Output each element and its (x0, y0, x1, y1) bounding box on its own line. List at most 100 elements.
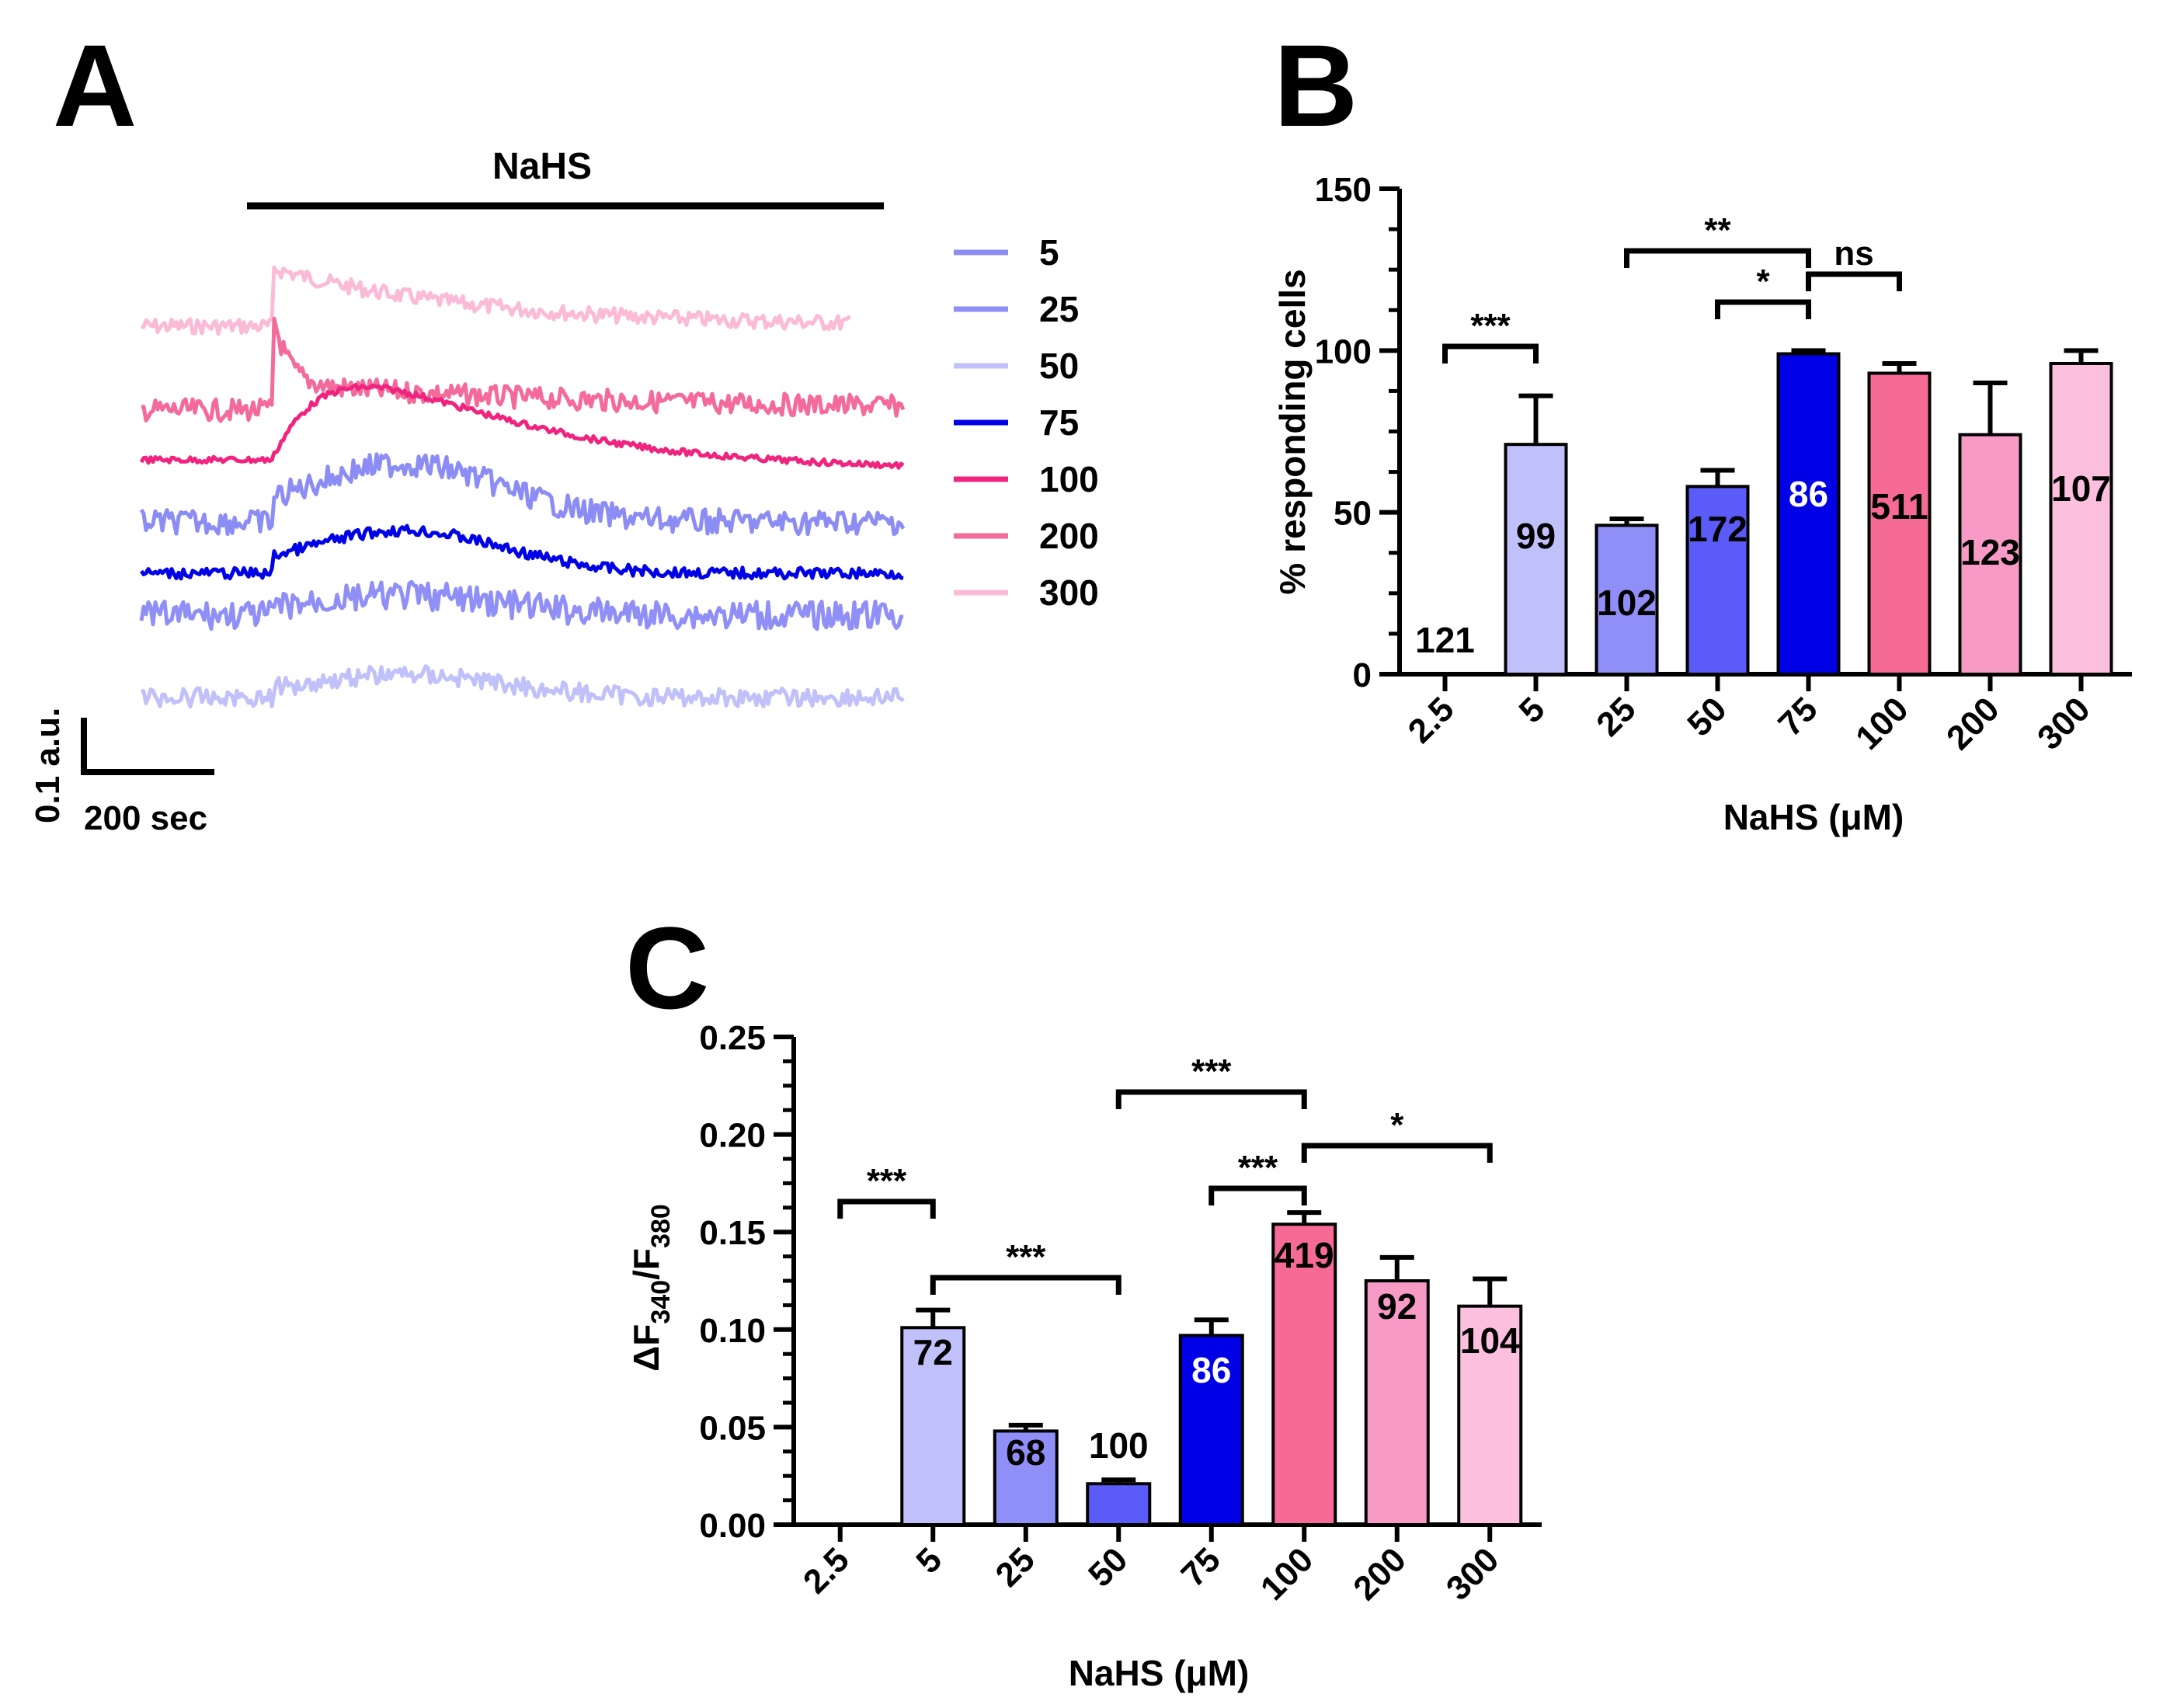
significance-label: *** (1006, 1238, 1046, 1276)
bar-n-label: 100 (1089, 1425, 1149, 1466)
legend-label: 75 (1039, 402, 1079, 443)
x-tick-label: 5 (909, 1540, 949, 1581)
bar-n-label: 99 (1516, 516, 1556, 556)
y-tick-label: 0 (1353, 656, 1372, 694)
bar-n-label: 102 (1597, 583, 1657, 623)
significance-bracket (1624, 248, 1811, 268)
x-tick-label: 200 (1346, 1540, 1414, 1608)
legend-label: 100 (1039, 459, 1099, 499)
panel-letter-b: B (1274, 20, 1358, 151)
bar-n-label: 107 (2051, 468, 2111, 509)
significance-label: *** (867, 1162, 907, 1200)
significance-bracket (1115, 1089, 1307, 1109)
legend-label: 25 (1039, 289, 1079, 329)
trace-100 (139, 382, 905, 470)
x-tick-label: 50 (1680, 690, 1734, 743)
bar-100 (1271, 1223, 1337, 1526)
trace-200 (141, 316, 906, 423)
bar-n-label: 172 (1688, 509, 1748, 549)
significance-bracket (837, 1198, 936, 1219)
x-tick-label: 200 (1939, 690, 2007, 757)
x-tick-label: 75 (1174, 1540, 1228, 1594)
panel-letter-c: C (625, 903, 709, 1033)
x-axis-label: NaHS (μM) (1723, 797, 1904, 837)
legend-label: 300 (1039, 572, 1099, 613)
x-tick-label: 2.5 (1401, 690, 1462, 750)
y-tick-label: 150 (1315, 171, 1372, 209)
significance-bracket (1715, 299, 1811, 319)
significance-bracket (1442, 343, 1539, 364)
x-tick-label: 2.5 (796, 1540, 857, 1601)
bar-n-label: 121 (1415, 620, 1475, 660)
x-tick-label: 5 (1512, 690, 1553, 730)
y-tick-label: 0.25 (699, 1019, 766, 1057)
scale-x-label: 200 sec (84, 799, 207, 837)
y-tick-label: 0.10 (699, 1312, 766, 1350)
significance-label: *** (1470, 307, 1511, 345)
x-tick-label: 75 (1771, 690, 1824, 743)
bar-n-label: 123 (1960, 532, 2020, 572)
x-tick-label: 300 (2030, 690, 2098, 757)
y-tick-label: 0.05 (699, 1409, 766, 1447)
chart-b: 0 50 100 150 2.5 121 5 99 25 102 50 172 75 86 100 511 20… (1272, 171, 2132, 837)
trace-legend: 5 25 50 75 100 200 300 (954, 232, 1099, 613)
bar-n-label: 511 (1870, 486, 1928, 527)
bar-75 (1178, 1334, 1244, 1527)
bar-300 (2049, 362, 2113, 676)
x-tick-label: 25 (989, 1540, 1042, 1594)
x-axis-label: NaHS (μM) (1069, 1653, 1250, 1693)
y-tick-label: 0.00 (699, 1507, 766, 1545)
significance-label: *** (1238, 1149, 1278, 1187)
y-tick-label: 100 (1315, 332, 1372, 370)
panel-a-traces: NaHS 5 25 50 75 100 200 300 0.1 a.u. 200 sec (29, 146, 1099, 837)
significance-bracket (1301, 1143, 1493, 1163)
legend-label: 200 (1039, 516, 1099, 556)
calcium-traces (139, 265, 906, 709)
legend-label: 5 (1039, 232, 1059, 273)
y-tick-label: 0.20 (699, 1117, 766, 1155)
significance-bracket (1208, 1185, 1307, 1205)
bar-300 (1457, 1304, 1523, 1526)
y-axis-label: % responding cells (1272, 269, 1313, 594)
scale-bar (81, 718, 214, 775)
scale-y-label: 0.1 a.u. (29, 708, 67, 823)
bar-n-label: 104 (1460, 1320, 1520, 1361)
bar-n-label: 86 (1789, 474, 1828, 514)
bar-n-label: 86 (1191, 1350, 1231, 1390)
bar-n-label: 92 (1377, 1286, 1417, 1327)
x-tick-label: 50 (1081, 1540, 1135, 1594)
x-tick-label: 25 (1589, 690, 1643, 743)
bar-n-label: 72 (913, 1332, 953, 1372)
significance-label: *** (1191, 1052, 1232, 1091)
y-tick-label: 0.15 (699, 1214, 766, 1252)
panel-letter-a: A (53, 20, 137, 151)
significance-label: * (1390, 1106, 1404, 1144)
bar-25 (1594, 524, 1659, 676)
trace-300 (140, 265, 851, 336)
trace-50 (141, 664, 905, 709)
nahs-bar-label: NaHS (492, 146, 592, 187)
trace-5 (139, 452, 906, 537)
bar-5 (1504, 443, 1568, 677)
x-tick-label: 100 (1848, 690, 1916, 757)
bar-100 (1867, 371, 1932, 676)
bar-200 (1364, 1279, 1430, 1526)
significance-label: * (1756, 263, 1770, 301)
significance-bracket (1806, 271, 1902, 291)
chart-c: 0.00 0.05 0.10 0.15 0.20 0.25 2.5 5 72 25 68 50 100 7… (626, 1019, 1542, 1693)
bar-n-label: 419 (1275, 1235, 1334, 1275)
x-tick-label: 300 (1439, 1540, 1507, 1608)
y-tick-label: 50 (1334, 495, 1372, 533)
bar-n-label: 68 (1006, 1432, 1045, 1473)
x-tick-label: 100 (1254, 1540, 1321, 1608)
significance-label: ns (1834, 235, 1873, 273)
y-axis-label: ΔF340/F380 (626, 1204, 676, 1372)
bar-50 (1086, 1482, 1152, 1527)
significance-label: ** (1704, 211, 1731, 249)
bar-50 (1685, 485, 1750, 676)
trace-25 (139, 579, 904, 631)
legend-label: 50 (1039, 346, 1079, 386)
significance-bracket (930, 1275, 1122, 1295)
trace-75 (139, 524, 904, 581)
